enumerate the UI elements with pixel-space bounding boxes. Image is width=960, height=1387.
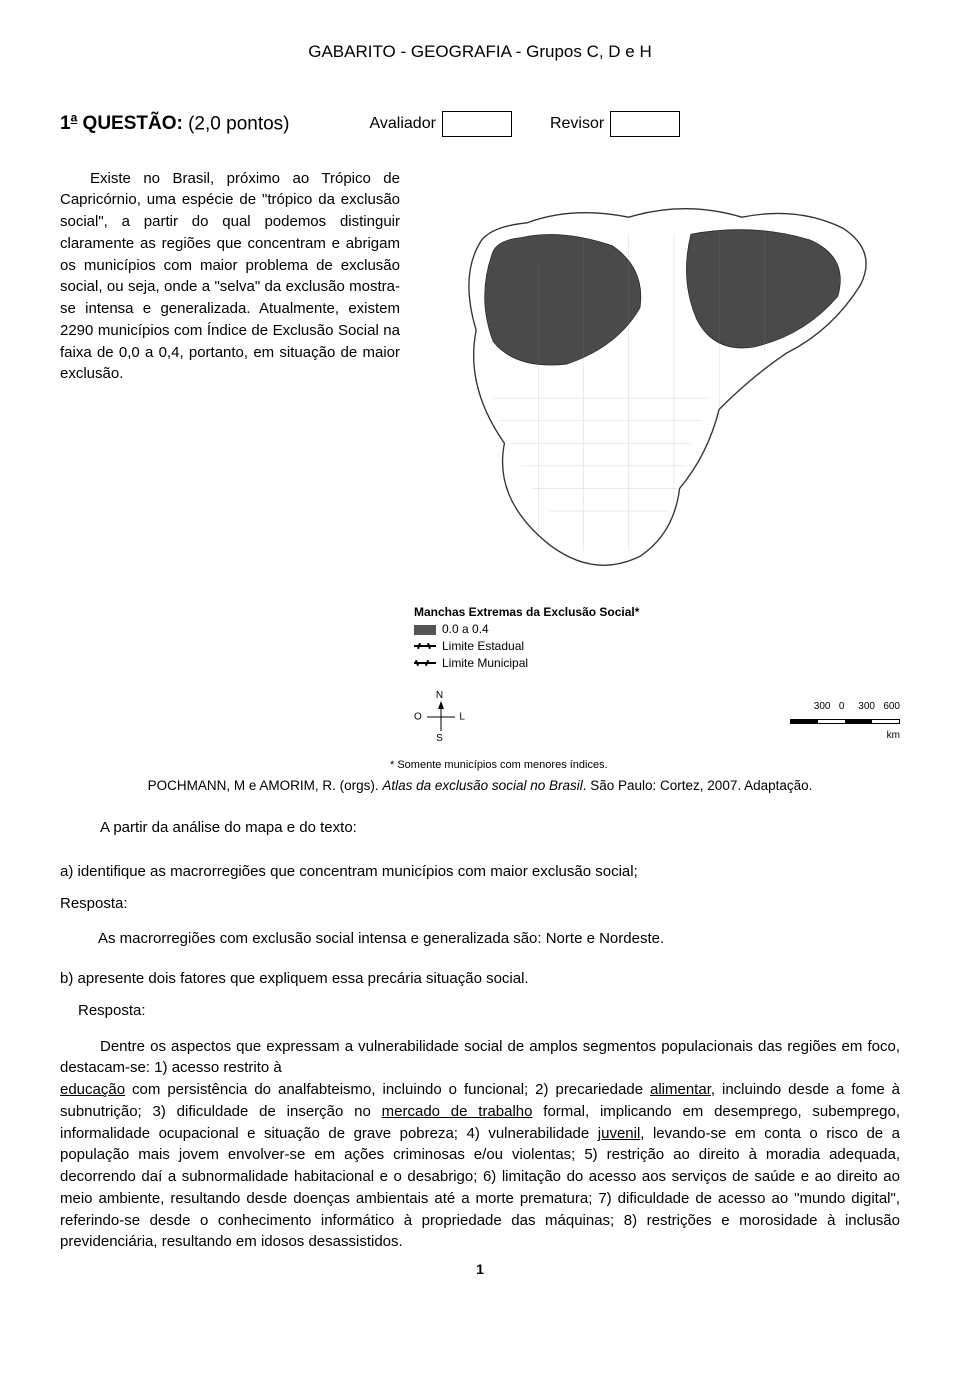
- answer-b-part2: com persistência do analfabteismo, inclu…: [125, 1081, 650, 1098]
- question-word: QUESTÃO:: [83, 113, 183, 134]
- scale-bar-group: 300 0 300 600 km: [790, 700, 900, 744]
- resposta-label-a: Resposta:: [60, 893, 900, 915]
- scale-bar: [790, 719, 900, 724]
- legend-title: Manchas Extremas da Exclusão Social*: [414, 604, 900, 621]
- legend-estadual-label: Limite Estadual: [442, 638, 524, 655]
- scale-unit: km: [887, 730, 900, 741]
- map-footnote: * Somente municípios com menores índices…: [390, 758, 900, 774]
- compass-l: L: [459, 711, 465, 722]
- scale-v2: 300: [858, 701, 875, 712]
- content-row: Existe no Brasil, próximo ao Trópico de …: [60, 168, 900, 744]
- answer-a: As macrorregiões com exclusão social int…: [98, 928, 900, 950]
- legend-municipal-row: Limite Municipal: [414, 655, 900, 672]
- answer-b-u3: mercado de trabalho: [382, 1103, 533, 1120]
- legend-municipal-label: Limite Municipal: [442, 655, 528, 672]
- answer-b-u1: educação: [60, 1081, 125, 1098]
- answer-b-part1: Dentre os aspectos que expressam a vulne…: [60, 1036, 900, 1080]
- body-paragraph: Existe no Brasil, próximo ao Trópico de …: [60, 168, 400, 744]
- page-number: 1: [60, 1259, 900, 1279]
- scale-v1: 0: [839, 701, 845, 712]
- brazil-map: [414, 172, 900, 590]
- analysis-prompt: A partir da análise do mapa e do texto:: [100, 817, 900, 839]
- citation-rest: . São Paulo: Cortez, 2007. Adaptação.: [583, 778, 813, 793]
- map-legend: Manchas Extremas da Exclusão Social* 0.0…: [414, 604, 900, 671]
- legend-range-row: 0.0 a 0.4: [414, 621, 900, 638]
- compass-rose: N O L S: [414, 690, 465, 744]
- avaliador-box[interactable]: [442, 111, 512, 137]
- question-number: 1: [60, 113, 71, 134]
- revisor-box[interactable]: [610, 111, 680, 137]
- legend-swatch-municipal: [414, 662, 436, 664]
- question-b: b) apresente dois fatores que expliquem …: [60, 968, 900, 990]
- scale-v0: 300: [814, 701, 831, 712]
- page-header: GABARITO - GEOGRAFIA - Grupos C, D e H: [60, 40, 900, 65]
- scale-v3: 600: [883, 701, 900, 712]
- question-ordinal: a: [71, 111, 78, 125]
- compass-icon: [425, 701, 457, 733]
- legend-swatch-fill: [414, 625, 436, 635]
- legend-range-label: 0.0 a 0.4: [442, 621, 489, 638]
- revisor-label: Revisor: [550, 112, 604, 135]
- map-region: Manchas Extremas da Exclusão Social* 0.0…: [414, 168, 900, 744]
- answer-b-u4: juvenil: [598, 1125, 641, 1142]
- answer-b-u2: alimentar: [650, 1081, 711, 1098]
- question-header: 1a QUESTÃO: (2,0 pontos) Avaliador Revis…: [60, 110, 900, 138]
- question-label: 1a QUESTÃO: (2,0 pontos): [60, 110, 290, 138]
- resposta-label-b: Resposta:: [78, 1000, 900, 1022]
- compass-scale-row: N O L S 300 0 300 600: [414, 690, 900, 744]
- citation-authors: POCHMANN, M e AMORIM, R. (orgs).: [148, 778, 383, 793]
- legend-swatch-estadual: [414, 645, 436, 647]
- avaliador-group: Avaliador: [370, 111, 512, 137]
- citation-title: Atlas da exclusão social no Brasil: [382, 778, 582, 793]
- compass-n: N: [414, 690, 465, 701]
- compass-o: O: [414, 711, 422, 722]
- revisor-group: Revisor: [550, 111, 680, 137]
- compass-s: S: [414, 733, 465, 744]
- question-points: (2,0 pontos): [188, 113, 289, 134]
- answer-b: Dentre os aspectos que expressam a vulne…: [60, 1036, 900, 1254]
- citation: POCHMANN, M e AMORIM, R. (orgs). Atlas d…: [60, 776, 900, 796]
- avaliador-label: Avaliador: [370, 112, 436, 135]
- legend-estadual-row: Limite Estadual: [414, 638, 900, 655]
- answer-b-part5: , levando-se em conta o risco de a popul…: [60, 1125, 900, 1251]
- question-a: a) identifique as macrorregiões que conc…: [60, 861, 900, 883]
